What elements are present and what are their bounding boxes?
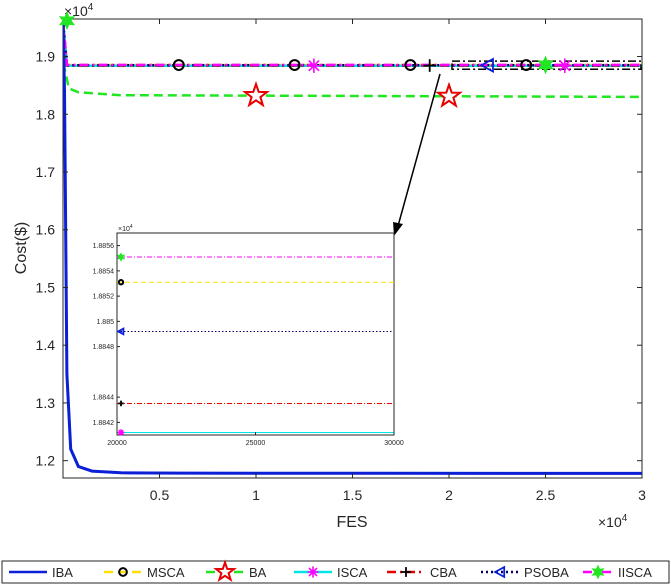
legend-marker-ba	[213, 559, 237, 583]
legend-label: PSOBA	[524, 565, 569, 580]
zoom-arrow-line	[397, 73, 441, 227]
x-tick-label: 3	[638, 487, 646, 503]
inset-y-exponent-label: ×104	[118, 224, 133, 233]
inset-chart: 20000 25000 30000 1.8842 1.8844 1.8848 1.885 1.…	[93, 224, 404, 447]
legend-label: BA	[249, 565, 267, 580]
legend-item-ba: BA	[206, 559, 267, 583]
legend-marker-isca	[307, 566, 319, 578]
legend-marker-cba	[401, 567, 411, 577]
inset-y-tick-label: 1.8856	[93, 243, 115, 250]
legend-marker-psoba	[493, 565, 506, 579]
legend-item-msca: MSCA	[104, 565, 185, 580]
inset-plot-area	[116, 232, 395, 436]
inset-y-tick-label: 1.8842	[93, 420, 115, 427]
y-axis-label: Cost($)	[13, 222, 30, 274]
marker-msca	[520, 59, 533, 71]
inset-y-tick-label: 1.8848	[93, 344, 115, 351]
inset-y-tick-label: 1.8844	[93, 395, 115, 402]
series-line-iba	[63, 20, 642, 475]
inset-marker-iisca	[116, 252, 126, 262]
y-tick-label: 1.7	[36, 164, 56, 180]
legend-label: MSCA	[147, 565, 185, 580]
inset-marker-psoba	[116, 327, 125, 336]
marker-isca	[306, 58, 322, 73]
legend-marker-iisca	[591, 564, 605, 580]
inset-y-tick-label: 1.8852	[93, 294, 115, 301]
legend-item-cba: CBA	[387, 565, 457, 580]
zoom-arrow-head	[393, 222, 403, 236]
series-line-ba	[63, 20, 642, 99]
y-tick-label: 1.3	[36, 395, 56, 411]
marker-iisca	[537, 55, 554, 75]
series-markers	[58, 11, 572, 109]
x-axis-label: FES	[336, 514, 367, 531]
x-tick-label: 2.5	[536, 487, 556, 503]
y-tick-label: 1.5	[36, 279, 56, 295]
marker-start-iisca	[58, 11, 76, 31]
y-tick-label: 1.8	[36, 106, 56, 122]
y-exponent-label: ×104	[64, 2, 94, 19]
legend-item-isca: ISCA	[294, 565, 368, 580]
legend: IBA MSCA BA ISCA CBA PSOBA IISCA	[9, 559, 652, 583]
series-layer	[63, 20, 642, 475]
x-tick-label: 0.5	[150, 487, 170, 503]
x-tick-label: 1.5	[343, 487, 363, 503]
inset-marker-isca	[117, 429, 125, 436]
x-tick-label: 2	[445, 487, 453, 503]
marker-ba	[242, 81, 270, 108]
inset-y-tick-label: 1.885	[96, 319, 114, 326]
y-tick-label: 1.9	[36, 49, 56, 65]
legend-label: CBA	[430, 565, 457, 580]
legend-label: IBA	[52, 565, 73, 580]
marker-msca	[404, 59, 417, 71]
marker-isca	[557, 58, 572, 73]
marker-psoba	[479, 57, 494, 74]
x-tick-label: 1	[252, 487, 260, 503]
legend-box	[1, 560, 670, 584]
x-exponent-label: ×104	[598, 513, 628, 530]
inset-marker-msca	[117, 279, 125, 286]
legend-label: IISCA	[618, 565, 652, 580]
legend-item-iba: IBA	[9, 565, 73, 580]
marker-msca	[288, 59, 301, 71]
marker-ba	[435, 81, 463, 109]
inset-x-tick-label: 20000	[107, 440, 127, 447]
legend-item-psoba: PSOBA	[481, 565, 569, 580]
legend-label: ISCA	[337, 565, 368, 580]
y-tick-label: 1.2	[36, 453, 56, 469]
marker-cba	[423, 59, 436, 72]
y-tick-label: 1.6	[36, 222, 56, 238]
inset-x-tick-label: 25000	[246, 440, 266, 447]
legend-marker-msca	[118, 567, 128, 577]
main-axes-ticks: 0.5 1 1.5 2 2.5 3 1.2 1.3 1.4 1.5 1.6 1.7 1.8 1.9	[36, 19, 646, 503]
inset-x-tick-label: 30000	[384, 440, 404, 447]
inset-y-tick-label: 1.8854	[93, 268, 115, 275]
y-tick-label: 1.4	[36, 337, 56, 353]
marker-msca	[172, 59, 185, 71]
inset-axes-ticks: 20000 25000 30000 1.8842 1.8844 1.8848 1.885 1.…	[93, 243, 404, 447]
legend-item-iisca: IISCA	[583, 564, 652, 580]
inset-marker-cba	[118, 400, 124, 407]
